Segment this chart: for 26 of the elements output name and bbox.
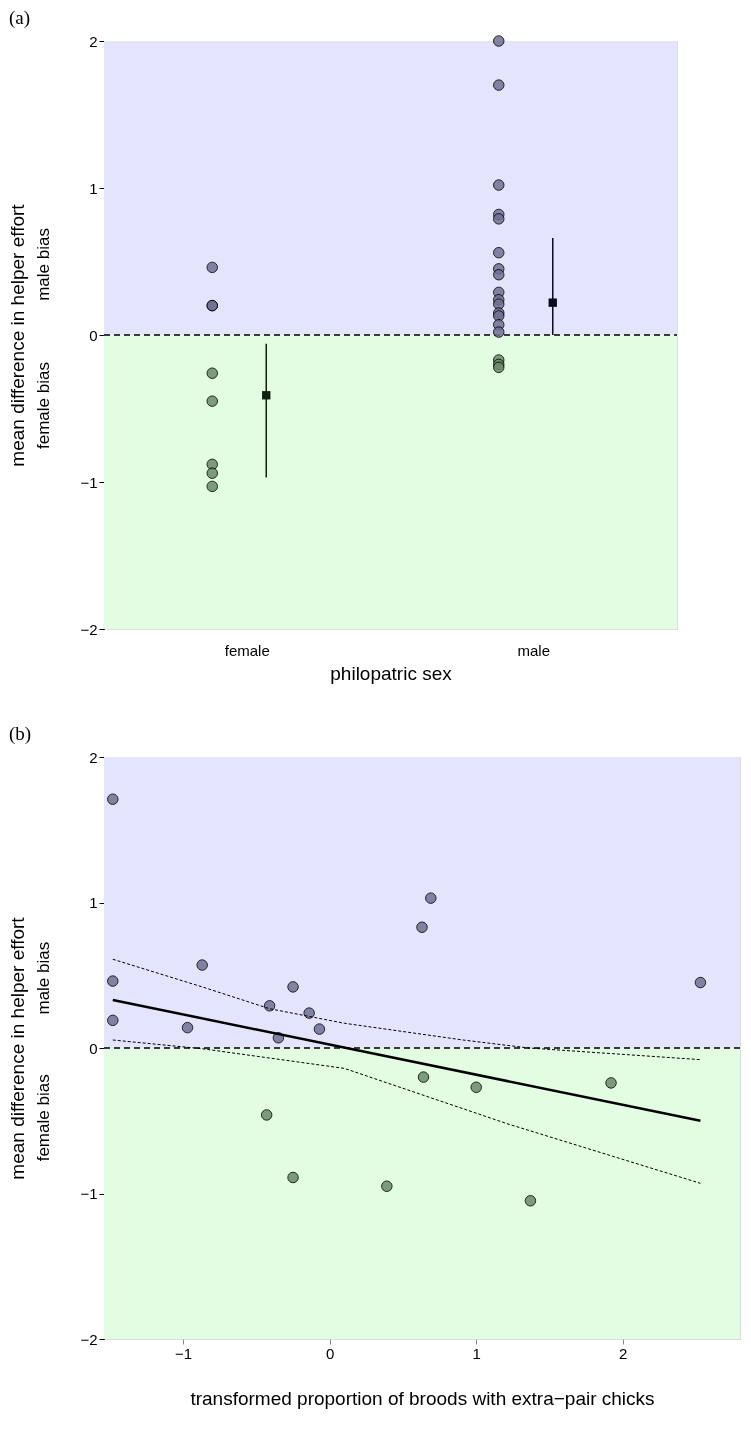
- y-tick-label: 1: [89, 179, 98, 197]
- y-axis-title: mean difference in helper effort: [7, 203, 29, 467]
- text: male bias: [34, 941, 53, 1015]
- x-axis-title: transformed proportion of broods with extra−pair chicks: [190, 1387, 655, 1409]
- chart-title: (a): [9, 6, 31, 29]
- x-tick-label: female: [224, 641, 270, 659]
- y-tick-label: 2: [89, 748, 98, 766]
- y-tick-label: 0: [89, 326, 98, 344]
- y-tick-label: 2: [89, 32, 98, 50]
- y-tick-label: −1: [80, 1185, 98, 1202]
- text: female bias: [34, 1074, 53, 1162]
- y-tick-label: 0: [89, 1039, 98, 1057]
- chart-title: (b): [9, 723, 32, 745]
- y-tick-label: 1: [89, 894, 98, 911]
- x-tick-label: 2: [619, 1344, 628, 1362]
- text: male bias: [34, 228, 53, 301]
- y-tick-label: −2: [80, 1330, 98, 1348]
- x-axis-title: philopatric sex: [330, 662, 453, 684]
- y-tick-label: −2: [80, 620, 98, 638]
- x-tick-label: 0: [326, 1344, 335, 1362]
- text: female bias: [34, 362, 53, 450]
- x-tick-label: 1: [472, 1344, 481, 1362]
- x-tick-label: −1: [175, 1344, 193, 1362]
- y-tick-label: −1: [80, 473, 98, 491]
- y-axis-title: mean difference in helper effort: [7, 916, 29, 1180]
- x-tick-label: male: [517, 641, 551, 659]
